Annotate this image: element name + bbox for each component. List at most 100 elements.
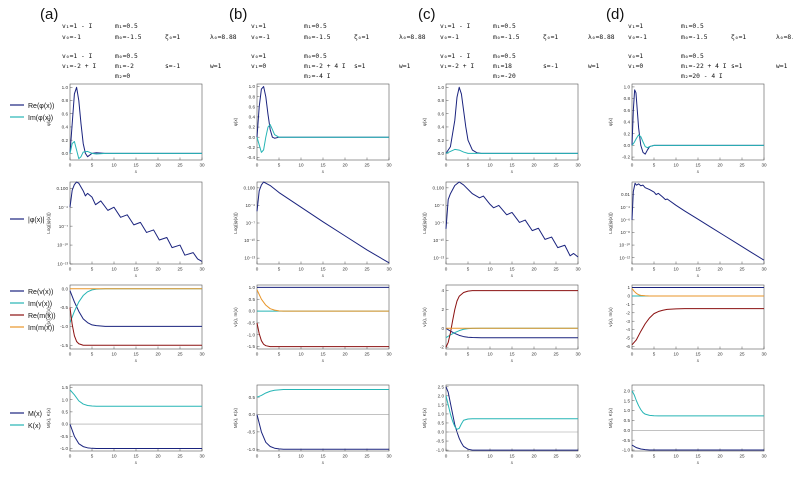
panel-c1-y-tick-label: 0.8 [438, 98, 445, 103]
panel-c3-x-tick-label: 0 [445, 352, 448, 357]
panel-d3-y-tick-label: -6 [626, 344, 631, 349]
panel-d1-y-tick-label: 1.0 [624, 85, 631, 90]
legend-label-row3: Im(m(x)) [28, 325, 54, 332]
panel-a1-y-tick-label: 0.4 [62, 125, 69, 130]
panel-d3-x-tick-label: 5 [653, 352, 656, 357]
panel-c3-y-tick-label: 4 [441, 288, 444, 293]
panel-d4-x-tick-label: 25 [739, 454, 745, 459]
panel-c4-y-tick-label: -1.0 [436, 448, 444, 453]
panel-b3-y-tick-label: 0.5 [249, 297, 256, 302]
parameter-text: s=1 [354, 63, 366, 70]
panel-c4-x-tick-label: 10 [487, 454, 493, 459]
panel-d1-x-tick-label: 30 [761, 163, 767, 168]
panel-c4-y-tick-label: 2.5 [438, 384, 445, 389]
parameter-text: λ₀=8.88 [210, 34, 237, 41]
panel-a3-x-tick-label: 25 [177, 352, 183, 357]
panel-a2-y-axis-label: Log(|φ(x)|) [46, 212, 51, 234]
panel-d4-y-tick-label: -1.0 [622, 448, 630, 453]
panel-d4-series-mx [631, 444, 764, 451]
panel-d4-x-tick-label: 30 [761, 454, 767, 459]
panel-b2-x-axis-label: x [321, 274, 325, 279]
panel-b3-x-tick-label: 30 [386, 352, 392, 357]
parameter-text: m₀=-1.5 [115, 34, 142, 41]
panel-c1-y-tick-label: 0.4 [438, 125, 445, 130]
parameter-text: s=-1 [543, 63, 558, 70]
panel-b2-x-tick-label: 5 [278, 267, 281, 272]
panel-d2-x-tick-label: 15 [695, 267, 701, 272]
legend-label-row4: M(x) [28, 411, 42, 418]
panel-b2-x-tick-label: 15 [320, 267, 326, 272]
panel-c1-y-tick-label: 0.6 [438, 111, 445, 116]
panel-a1-x-tick-label: 5 [91, 163, 94, 168]
legend-label-row3: Im(v(x)) [28, 301, 52, 308]
panel-d4-series-kx [631, 390, 764, 417]
panel-a3-y-tick-label: 0.0 [62, 286, 69, 291]
panel-a3-y-tick-label: -1.0 [60, 324, 68, 329]
parameter-text: v₀=-1 [440, 34, 459, 41]
panel-b1-series-imx [256, 124, 389, 153]
panel-d1-x-tick-label: 0 [631, 163, 634, 168]
column-label-d: (d) [606, 6, 624, 23]
panel-d2-x-tick-label: 25 [739, 267, 745, 272]
panel-a2-x-tick-label: 30 [199, 267, 205, 272]
parameter-text: v₀=-1 [62, 34, 81, 41]
parameter-text: v₁=0 [251, 63, 266, 70]
panel-a4-y-tick-label: 0.5 [62, 409, 69, 414]
panel-a3-x-tick-label: 0 [69, 352, 72, 357]
panel-d3-x-tick-label: 25 [739, 352, 745, 357]
panel-d1-y-tick-label: 0.6 [624, 108, 631, 113]
panel-a1-y-tick-label: 0.0 [62, 151, 69, 156]
panel-b4-x-tick-label: 5 [278, 454, 281, 459]
panel-d2-y-tick-label: 10⁻¹² [619, 255, 630, 260]
panel-c3-x-tick-label: 30 [575, 352, 581, 357]
panel-c1-frame [445, 83, 579, 161]
panel-a4-x-tick-label: 10 [111, 454, 117, 459]
panel-a4-frame [69, 384, 203, 452]
panel-b1-x-tick-label: 0 [256, 163, 259, 168]
parameter-text: w=1 [588, 63, 600, 70]
panel-c4-x-tick-label: 15 [509, 454, 515, 459]
panel-c2-y-tick-label: 10⁻⁴ [434, 203, 444, 208]
parameter-text: m₁=0.5 [681, 23, 704, 30]
panel-a3-x-tick-label: 15 [133, 352, 139, 357]
panel-c2-y-axis-label: Log(|φ(x)|) [422, 212, 427, 234]
panel-c1-y-tick-label: 0.2 [438, 138, 445, 143]
panel-b1-frame [256, 83, 390, 161]
panel-d3-x-tick-label: 30 [761, 352, 767, 357]
parameter-text: ζ₀=1 [354, 34, 369, 41]
panel-d4-x-tick-label: 15 [695, 454, 701, 459]
panel-a4-x-tick-label: 20 [155, 454, 161, 459]
panel-d4-y-tick-label: 1.5 [624, 398, 631, 403]
panel-b2-x-tick-label: 25 [364, 267, 370, 272]
parameter-text: v₁=1 [628, 23, 643, 30]
panel-b3-y-tick-label: 0.0 [249, 309, 256, 314]
panel-b2-x-tick-label: 30 [386, 267, 392, 272]
parameter-text: m₂=-20 [493, 73, 516, 80]
panel-b2-x-tick-label: 20 [342, 267, 348, 272]
parameter-text: ζ₀=1 [731, 34, 746, 41]
panel-b3-x-tick-label: 0 [256, 352, 259, 357]
panel-c4-y-tick-label: 0.0 [438, 430, 445, 435]
panel-c3-series-remx [445, 290, 578, 348]
parameter-text: m₀=-1.5 [304, 34, 331, 41]
panel-a2-y-tick-label: 10⁻⁴ [58, 205, 68, 210]
panel-a1-x-tick-label: 20 [155, 163, 161, 168]
panel-c4-y-tick-label: -0.5 [436, 439, 444, 444]
panel-b1-x-tick-label: 15 [320, 163, 326, 168]
panel-b4-x-axis-label: x [321, 461, 325, 466]
panel-b1-y-tick-label: -0.4 [247, 155, 255, 160]
panel-d1-y-axis-label: φ(x) [608, 117, 613, 126]
parameter-text: m₁=-2 + 4 I [304, 63, 346, 70]
panel-d1-series-rex [631, 89, 764, 155]
panel-d2-y-tick-label: 10⁻⁸ [621, 230, 631, 235]
panel-b4-frame [256, 384, 390, 452]
panel-b3-frame [256, 284, 390, 350]
panel-c2-y-tick-label: 0.100 [433, 185, 445, 190]
panel-d1-x-tick-label: 5 [653, 163, 656, 168]
panel-d2-x-axis-label: x [696, 274, 700, 279]
parameter-text: ζ₀=1 [543, 34, 558, 41]
panel-b2-y-axis-label: Log(|φ(x)|) [233, 212, 238, 234]
parameter-text: m₂=-4 I [304, 73, 331, 80]
panel-b4-series-mx [256, 414, 389, 450]
